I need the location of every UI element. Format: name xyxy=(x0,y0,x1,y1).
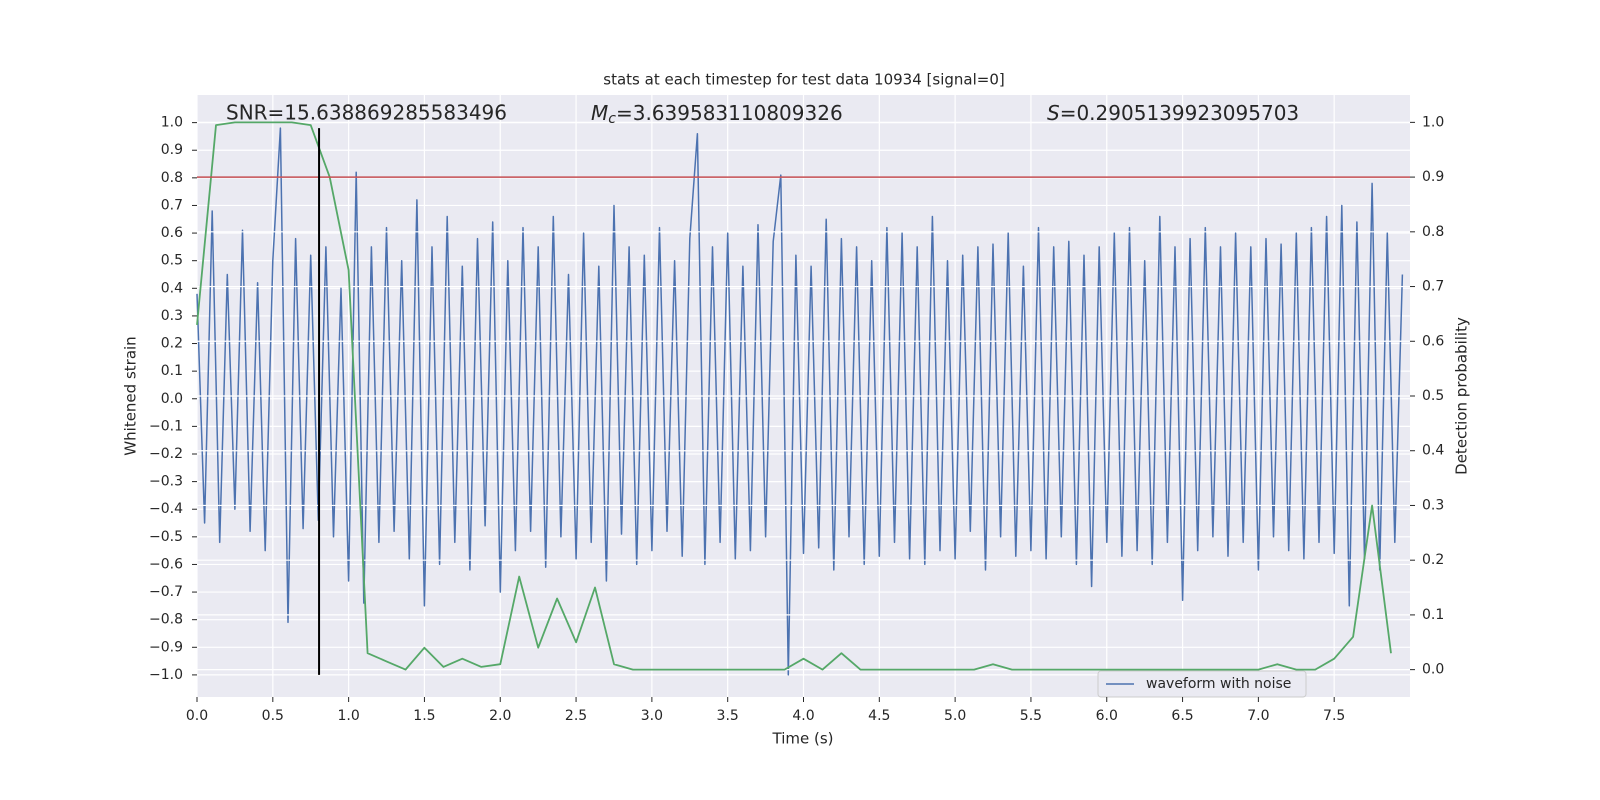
x-tick-label: 0.5 xyxy=(262,708,284,724)
x-tick-label: 1.5 xyxy=(413,708,435,724)
y2-tick-label: 1.0 xyxy=(1422,114,1444,130)
overlay: waveform with noise xyxy=(196,121,1410,698)
y-tick-label: 0.8 xyxy=(161,170,183,186)
x-tick-label: 4.0 xyxy=(792,708,814,724)
x-tick-label: 2.5 xyxy=(565,708,587,724)
y-tick-label: −0.8 xyxy=(149,612,183,628)
y-tick-label: 1.0 xyxy=(161,115,183,131)
x-tick-label: 7.5 xyxy=(1323,708,1345,724)
y-tick-label: −0.1 xyxy=(149,418,183,434)
y-tick-label: −0.9 xyxy=(149,639,183,655)
y-tick-label: 0.6 xyxy=(161,225,183,241)
y2-tick-label: 0.9 xyxy=(1422,169,1444,185)
legend-box xyxy=(1097,670,1307,698)
y-tick-label: 0.7 xyxy=(161,197,183,213)
x-tick-label: 5.5 xyxy=(1020,708,1042,724)
x-tick-label: 1.0 xyxy=(337,708,359,724)
y2-tick-label: 0.0 xyxy=(1422,662,1444,678)
legend-label: waveform with noise xyxy=(1146,676,1291,692)
y-tick-label: 0.3 xyxy=(161,308,183,324)
y2-tick-label: 0.4 xyxy=(1422,443,1444,459)
annotation-value: =0.2905139923095703 xyxy=(1060,101,1299,125)
annotation: S=0.2905139923095703 xyxy=(1047,101,1299,125)
x-tick-label: 2.0 xyxy=(489,708,511,724)
y2-tick-label: 0.1 xyxy=(1422,607,1444,623)
y-tick-label: 0.1 xyxy=(161,363,183,379)
x-tick-label: 3.0 xyxy=(641,708,663,724)
x-tick-label: 4.5 xyxy=(868,708,890,724)
y-tick-label: 0.0 xyxy=(161,391,183,407)
y2-axis-label: Detection probability xyxy=(1453,317,1471,475)
y-tick-label: −0.7 xyxy=(149,584,183,600)
chart-title: stats at each timestep for test data 109… xyxy=(603,71,1004,89)
y-tick-label: −0.2 xyxy=(149,446,183,462)
y2-tick-label: 0.6 xyxy=(1422,333,1444,349)
annotation-symbol: S xyxy=(1047,101,1060,125)
y-tick-label: −0.3 xyxy=(149,474,183,490)
y2-tick-label: 0.5 xyxy=(1422,388,1444,404)
series-line xyxy=(196,121,1392,671)
x-tick-label: 6.5 xyxy=(1171,708,1193,724)
x-tick-label: 6.0 xyxy=(1096,708,1118,724)
y-tick-label: 0.9 xyxy=(161,142,183,158)
y-tick-label: 0.2 xyxy=(161,336,183,352)
y-tick-label: 0.4 xyxy=(161,280,183,296)
y-tick-label: −0.4 xyxy=(149,501,183,517)
y-tick-label: 0.5 xyxy=(161,253,183,269)
x-axis-label: Time (s) xyxy=(772,730,834,748)
x-tick-label: 5.0 xyxy=(944,708,966,724)
y2-tick-label: 0.7 xyxy=(1422,279,1444,295)
x-tick-label: 7.0 xyxy=(1247,708,1269,724)
x-tick-label: 0.0 xyxy=(186,708,208,724)
annotation-subscript: c xyxy=(608,111,616,127)
y2-tick-label: 0.8 xyxy=(1422,224,1444,240)
y-tick-label: −0.6 xyxy=(149,556,183,572)
annotation: SNR=15.638869285583496 xyxy=(226,101,507,125)
annotation: Mc=3.639583110809326 xyxy=(591,101,843,128)
y-tick-label: −0.5 xyxy=(149,529,183,545)
y-tick-label: −1.0 xyxy=(149,667,183,683)
y-axis-label: Whitened strain xyxy=(122,336,140,455)
y2-tick-label: 0.3 xyxy=(1422,497,1444,513)
annotation-value: =3.639583110809326 xyxy=(616,101,843,125)
x-tick-label: 3.5 xyxy=(717,708,739,724)
y2-tick-label: 0.2 xyxy=(1422,552,1444,568)
annotation-symbol: M xyxy=(591,101,608,125)
